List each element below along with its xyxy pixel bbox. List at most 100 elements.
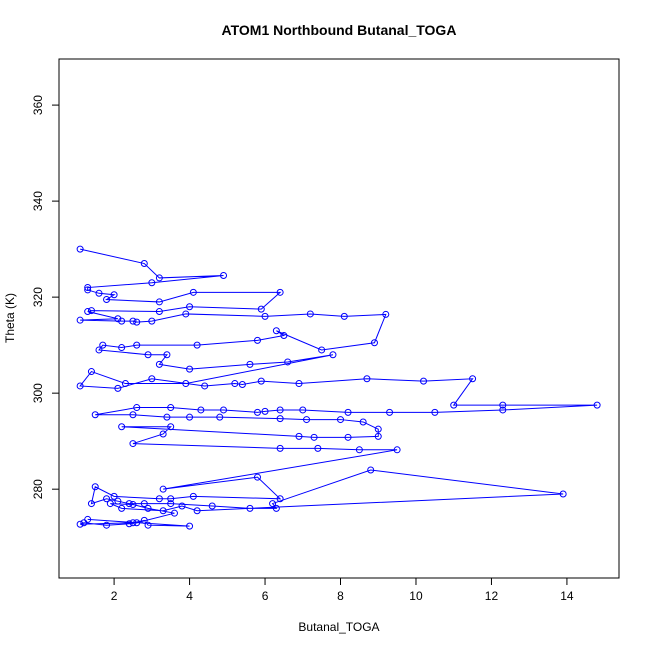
data-point bbox=[114, 384, 122, 392]
data-point bbox=[84, 284, 92, 292]
data-point bbox=[295, 432, 303, 440]
data-point bbox=[167, 500, 175, 508]
data-point bbox=[103, 495, 111, 503]
data-point bbox=[129, 411, 137, 419]
data-point bbox=[310, 433, 318, 441]
data-point bbox=[84, 308, 92, 316]
data-point bbox=[84, 515, 92, 523]
data-point bbox=[186, 303, 194, 311]
data-point bbox=[314, 444, 322, 452]
data-point bbox=[257, 377, 265, 385]
data-point bbox=[306, 310, 314, 318]
data-point bbox=[253, 336, 261, 344]
data-point bbox=[367, 466, 375, 474]
data-point bbox=[238, 381, 246, 389]
data-point bbox=[76, 245, 84, 253]
data-point bbox=[129, 317, 137, 325]
data-point bbox=[133, 341, 141, 349]
data-point bbox=[76, 520, 84, 528]
data-point bbox=[299, 406, 307, 414]
data-point bbox=[261, 407, 269, 415]
data-point bbox=[276, 495, 284, 503]
data-point bbox=[125, 520, 133, 528]
data-point bbox=[91, 411, 99, 419]
data-point bbox=[99, 341, 107, 349]
data-point bbox=[118, 504, 126, 512]
data-point bbox=[155, 308, 163, 316]
data-point bbox=[87, 500, 95, 508]
data-point bbox=[329, 351, 337, 359]
x-tick-label: 12 bbox=[485, 589, 499, 603]
data-point bbox=[144, 504, 152, 512]
data-point bbox=[118, 423, 126, 431]
data-point bbox=[284, 358, 292, 366]
data-point bbox=[148, 375, 156, 383]
x-tick-label: 2 bbox=[111, 589, 118, 603]
data-point bbox=[276, 406, 284, 414]
data-point bbox=[261, 312, 269, 320]
data-point bbox=[125, 500, 133, 508]
data-point bbox=[129, 501, 137, 509]
data-point bbox=[182, 380, 190, 388]
data-point bbox=[593, 401, 601, 409]
data-point bbox=[118, 317, 126, 325]
data-point bbox=[167, 495, 175, 503]
data-point bbox=[159, 430, 167, 438]
data-point bbox=[163, 413, 171, 421]
data-point bbox=[110, 492, 118, 500]
data-point bbox=[148, 317, 156, 325]
data-point bbox=[121, 380, 129, 388]
y-tick-label: 300 bbox=[31, 383, 45, 403]
data-point bbox=[374, 425, 382, 433]
y-tick-label: 360 bbox=[31, 95, 45, 115]
data-point bbox=[118, 344, 126, 352]
data-point bbox=[129, 440, 137, 448]
data-point bbox=[363, 375, 371, 383]
x-axis-label: Butanal_TOGA bbox=[298, 620, 379, 634]
data-point bbox=[186, 365, 194, 373]
data-line bbox=[79, 248, 598, 527]
data-point bbox=[159, 485, 167, 493]
data-point bbox=[382, 310, 390, 318]
data-point bbox=[133, 404, 141, 412]
data-point bbox=[431, 408, 439, 416]
data-point bbox=[272, 327, 280, 335]
data-point bbox=[163, 351, 171, 359]
data-point bbox=[103, 296, 111, 304]
y-axis-label: Theta (K) bbox=[3, 293, 17, 343]
data-point bbox=[144, 521, 152, 529]
data-point bbox=[499, 401, 507, 409]
data-point bbox=[87, 368, 95, 376]
x-tick-label: 6 bbox=[262, 589, 269, 603]
data-point bbox=[189, 492, 197, 500]
data-point bbox=[159, 507, 167, 515]
data-point bbox=[469, 375, 477, 383]
y-tick-label: 320 bbox=[31, 287, 45, 307]
data-point bbox=[140, 260, 148, 268]
data-point bbox=[216, 413, 224, 421]
data-point bbox=[167, 423, 175, 431]
data-point bbox=[499, 406, 507, 414]
data-point bbox=[246, 360, 254, 368]
data-point bbox=[318, 346, 326, 354]
y-tick-label: 280 bbox=[31, 479, 45, 499]
data-point bbox=[253, 408, 261, 416]
data-point bbox=[182, 310, 190, 318]
data-point bbox=[95, 289, 103, 297]
data-point bbox=[355, 446, 363, 454]
data-point bbox=[155, 298, 163, 306]
data-point bbox=[420, 377, 428, 385]
data-point bbox=[140, 500, 148, 508]
data-point bbox=[344, 408, 352, 416]
data-point bbox=[246, 504, 254, 512]
data-point bbox=[344, 433, 352, 441]
x-tick-label: 10 bbox=[409, 589, 423, 603]
data-point bbox=[133, 318, 141, 326]
data-point bbox=[220, 272, 228, 280]
data-point bbox=[178, 502, 186, 510]
data-point bbox=[295, 380, 303, 388]
data-point bbox=[303, 416, 311, 424]
data-point bbox=[208, 502, 216, 510]
data-point bbox=[231, 380, 239, 388]
